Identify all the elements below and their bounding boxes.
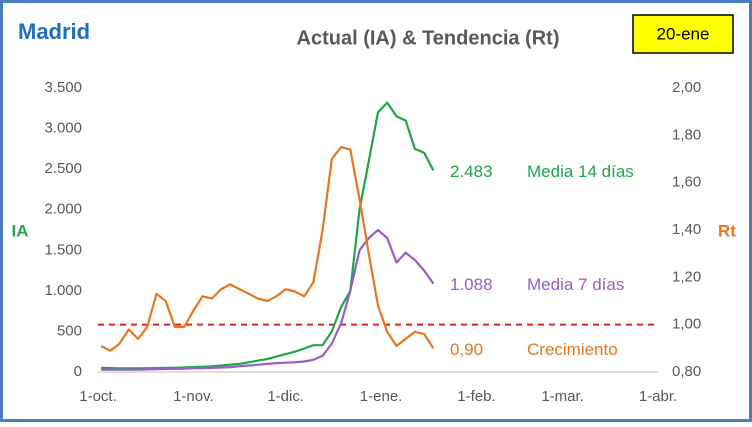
x-tick-label: 1-ene. xyxy=(360,388,403,405)
y2-tick-label: 1,80 xyxy=(672,126,701,143)
date-badge: 20-ene xyxy=(657,24,710,43)
y-tick-label: 2.500 xyxy=(44,160,82,177)
x-tick-label: 1-mar. xyxy=(541,388,584,405)
date-badge-box xyxy=(632,14,734,54)
region-title: Madrid xyxy=(18,19,90,44)
y2-tick-label: 1,60 xyxy=(672,174,701,191)
y2-tick-label: 0,80 xyxy=(672,363,701,380)
y-axis-label: IA xyxy=(12,221,29,240)
end-value-label: 1.088 xyxy=(450,275,493,294)
y-tick-label: 0 xyxy=(74,363,82,380)
y-tick-label: 2.000 xyxy=(44,201,82,218)
y2-tick-label: 1,20 xyxy=(672,268,701,285)
y2-tick-label: 2,00 xyxy=(672,79,701,96)
y2-axis-label: Rt xyxy=(718,221,736,240)
series-name: Media 14 días xyxy=(527,162,634,181)
x-tick-label: 1-dic. xyxy=(267,388,304,405)
y2-tick-label: 1,00 xyxy=(672,316,701,333)
x-tick-label: 1-oct. xyxy=(79,388,117,405)
series-line xyxy=(100,146,435,352)
y2-tick-label: 1,40 xyxy=(672,221,701,238)
y-tick-label: 3.000 xyxy=(44,120,82,137)
series-name: Crecimiento xyxy=(527,340,618,359)
x-tick-label: 1-abr. xyxy=(639,388,677,405)
y-tick-label: 1.500 xyxy=(44,241,82,258)
end-value-label: 2.483 xyxy=(450,162,493,181)
x-tick-label: 1-nov. xyxy=(173,388,214,405)
chart-title: Actual (IA) & Tendencia (Rt) xyxy=(297,27,560,49)
series-name: Media 7 días xyxy=(527,275,624,294)
series-line xyxy=(101,228,435,371)
x-tick-label: 1-feb. xyxy=(457,388,495,405)
y-tick-label: 3.500 xyxy=(44,79,82,96)
y-tick-label: 1.000 xyxy=(44,282,82,299)
end-value-label: 0,90 xyxy=(450,340,483,359)
y-tick-label: 500 xyxy=(57,322,82,339)
